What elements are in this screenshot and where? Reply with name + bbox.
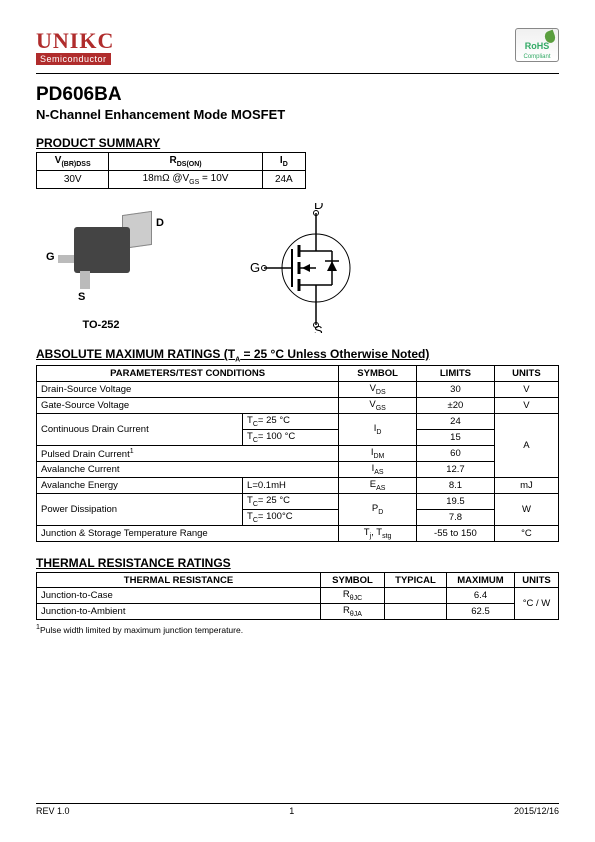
- pkg-pin-g: [58, 255, 74, 263]
- footer-page: 1: [289, 806, 294, 816]
- table-row: PARAMETERS/TEST CONDITIONS SYMBOL LIMITS…: [37, 366, 559, 382]
- table-row: Junction & Storage Temperature Range Tj,…: [37, 526, 559, 542]
- graphics-row: G D S TO-252: [36, 203, 559, 333]
- hdr-typ: TYPICAL: [385, 573, 447, 588]
- table-row: Continuous Drain Current TC= 25 °C ID 24…: [37, 414, 559, 430]
- footer-divider: [36, 803, 559, 804]
- summary-title: PRODUCT SUMMARY: [36, 136, 559, 150]
- table-row: Junction-to-Case RθJC 6.4 °C / W: [37, 588, 559, 604]
- trr-table: THERMAL RESISTANCE SYMBOL TYPICAL MAXIMU…: [36, 572, 559, 620]
- hdr-param: PARAMETERS/TEST CONDITIONS: [37, 366, 339, 382]
- subtitle: N-Channel Enhancement Mode MOSFET: [36, 107, 559, 122]
- amr-title: ABSOLUTE MAXIMUM RATINGS (TA = 25 °C Unl…: [36, 347, 559, 363]
- pkg-label-s: S: [78, 291, 85, 303]
- cell-rdson: 18mΩ @VGS = 10V: [109, 171, 262, 189]
- pkg-pin-s: [80, 271, 90, 289]
- rohs-badge: RoHS Compliant: [515, 28, 559, 62]
- rohs-line2: Compliant: [516, 54, 558, 60]
- footer-date: 2015/12/16: [514, 806, 559, 816]
- divider: [36, 73, 559, 74]
- schem-d: D: [314, 203, 323, 212]
- brand-name: UNIKC: [36, 28, 114, 54]
- amr-table: PARAMETERS/TEST CONDITIONS SYMBOL LIMITS…: [36, 365, 559, 542]
- footnote: 1Pulse width limited by maximum junction…: [36, 623, 559, 635]
- footer-rev: REV 1.0: [36, 806, 70, 816]
- hdr-units: UNITS: [494, 366, 558, 382]
- table-row: V(BR)DSS RDS(ON) ID: [37, 153, 306, 171]
- schem-g: G: [250, 260, 260, 275]
- header-id: ID: [262, 153, 305, 171]
- table-row: THERMAL RESISTANCE SYMBOL TYPICAL MAXIMU…: [37, 573, 559, 588]
- hdr-units: UNITS: [515, 573, 559, 588]
- hdr-max: MAXIMUM: [447, 573, 515, 588]
- schem-s: S: [314, 323, 323, 333]
- header-vbrdss: V(BR)DSS: [37, 153, 109, 171]
- header: UNIKC Semiconductor RoHS Compliant: [36, 28, 559, 65]
- table-row: Junction-to-Ambient RθJA 62.5: [37, 604, 559, 620]
- summary-table: V(BR)DSS RDS(ON) ID 30V 18mΩ @VGS = 10V …: [36, 152, 306, 189]
- table-row: 30V 18mΩ @VGS = 10V 24A: [37, 171, 306, 189]
- pkg-label-d: D: [156, 217, 164, 229]
- footer: REV 1.0 1 2015/12/16: [36, 803, 559, 816]
- footer-row: REV 1.0 1 2015/12/16: [36, 806, 559, 816]
- table-row: Gate-Source Voltage VGS ±20 V: [37, 398, 559, 414]
- table-row: Power Dissipation TC= 25 °C PD 19.5 W: [37, 494, 559, 510]
- pkg-label-g: G: [46, 251, 55, 263]
- mosfet-svg: D S G: [236, 203, 386, 333]
- table-row: Drain-Source Voltage VDS 30 V: [37, 382, 559, 398]
- hdr-symbol: SYMBOL: [339, 366, 417, 382]
- cell-id: 24A: [262, 171, 305, 189]
- schematic-symbol: D S G: [236, 203, 386, 333]
- package-block: G D S TO-252: [36, 205, 166, 331]
- package-drawing: G D S: [36, 205, 166, 315]
- pkg-body: [74, 227, 130, 273]
- brand-logo: UNIKC Semiconductor: [36, 28, 114, 65]
- table-row: Avalanche Current IAS 12.7: [37, 462, 559, 478]
- table-row: Pulsed Drain Current1 IDM 60: [37, 446, 559, 462]
- hdr-thermal: THERMAL RESISTANCE: [37, 573, 321, 588]
- part-number: PD606BA: [36, 84, 559, 106]
- cell-vbrdss: 30V: [37, 171, 109, 189]
- table-row: Avalanche Energy L=0.1mH EAS 8.1 mJ: [37, 478, 559, 494]
- header-rdson: RDS(ON): [109, 153, 262, 171]
- hdr-symbol: SYMBOL: [321, 573, 385, 588]
- rohs-line1: RoHS: [516, 41, 558, 51]
- trr-title: THERMAL RESISTANCE RATINGS: [36, 556, 559, 570]
- package-name: TO-252: [36, 319, 166, 331]
- brand-sub: Semiconductor: [36, 53, 111, 65]
- hdr-limits: LIMITS: [417, 366, 495, 382]
